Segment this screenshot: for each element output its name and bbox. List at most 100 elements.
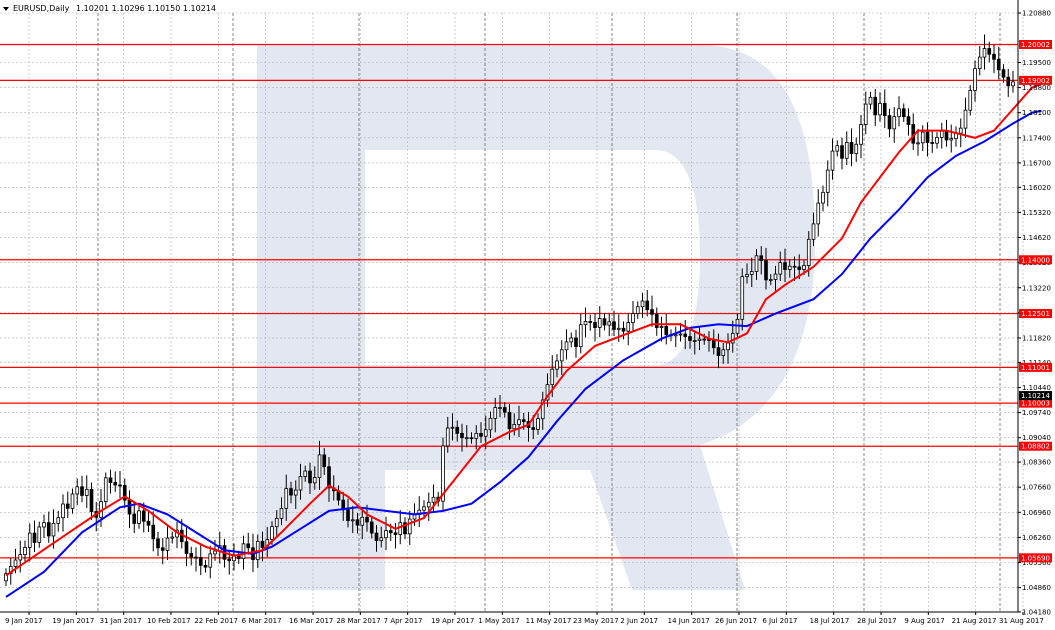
candle[interactable]: [930, 129, 935, 153]
candle[interactable]: [949, 124, 954, 153]
candle[interactable]: [574, 329, 578, 358]
candle[interactable]: [992, 44, 996, 74]
candle[interactable]: [517, 405, 521, 437]
candle[interactable]: [987, 41, 992, 63]
candle[interactable]: [403, 517, 407, 540]
candle[interactable]: [469, 432, 474, 444]
candle[interactable]: [759, 246, 764, 275]
candle[interactable]: [597, 306, 602, 338]
candle[interactable]: [745, 263, 749, 284]
candle[interactable]: [474, 425, 479, 450]
candle[interactable]: [925, 122, 930, 157]
candle[interactable]: [165, 525, 170, 560]
candle[interactable]: [650, 295, 654, 327]
candle[interactable]: [346, 498, 350, 528]
candle[interactable]: [863, 91, 868, 135]
candle[interactable]: [540, 391, 545, 430]
candle[interactable]: [607, 313, 612, 337]
candle[interactable]: [640, 292, 645, 318]
candle[interactable]: [973, 60, 977, 102]
candle[interactable]: [27, 523, 32, 562]
candle[interactable]: [878, 92, 882, 122]
candle[interactable]: [32, 520, 37, 553]
candle[interactable]: [198, 544, 203, 576]
candle[interactable]: [445, 416, 450, 453]
candle[interactable]: [512, 413, 517, 436]
candle[interactable]: [740, 268, 745, 331]
candle[interactable]: [37, 521, 42, 548]
candle[interactable]: [602, 313, 607, 331]
candle[interactable]: [379, 526, 384, 548]
candle[interactable]: [488, 411, 493, 439]
candle[interactable]: [859, 114, 863, 159]
candle[interactable]: [132, 501, 137, 534]
candle[interactable]: [369, 516, 374, 539]
candle[interactable]: [645, 289, 650, 317]
candle[interactable]: [56, 510, 61, 532]
candle[interactable]: [327, 457, 331, 502]
candle[interactable]: [1006, 68, 1011, 97]
candle[interactable]: [773, 265, 778, 291]
candle[interactable]: [137, 505, 141, 529]
candle[interactable]: [75, 478, 80, 506]
candle[interactable]: [545, 373, 550, 407]
candle[interactable]: [42, 514, 46, 539]
candle[interactable]: [108, 469, 113, 494]
candle[interactable]: [279, 497, 284, 526]
candle[interactable]: [103, 472, 108, 507]
candle[interactable]: [754, 249, 759, 280]
candle[interactable]: [426, 492, 431, 521]
candle[interactable]: [716, 333, 721, 369]
candle[interactable]: [317, 440, 322, 491]
candle[interactable]: [70, 488, 75, 514]
candle[interactable]: [450, 413, 455, 441]
candle[interactable]: [968, 85, 973, 116]
candle[interactable]: [673, 326, 678, 347]
candle[interactable]: [122, 478, 127, 509]
candle[interactable]: [559, 340, 564, 375]
candle[interactable]: [635, 301, 640, 319]
candle[interactable]: [308, 462, 312, 494]
candle[interactable]: [721, 342, 726, 364]
candle[interactable]: [151, 511, 156, 552]
candle[interactable]: [783, 248, 787, 283]
candle[interactable]: [683, 320, 688, 350]
candle[interactable]: [882, 89, 887, 129]
candle[interactable]: [203, 559, 208, 573]
candle[interactable]: [146, 510, 151, 533]
candle[interactable]: [816, 189, 821, 237]
dropdown-triangle-icon[interactable]: [3, 7, 9, 11]
candle[interactable]: [692, 330, 697, 355]
candle[interactable]: [873, 89, 878, 126]
candle[interactable]: [184, 527, 189, 567]
candle[interactable]: [659, 316, 664, 342]
candle[interactable]: [811, 212, 816, 247]
candle[interactable]: [289, 481, 293, 504]
candle[interactable]: [80, 475, 84, 503]
candle[interactable]: [464, 425, 469, 448]
candle[interactable]: [612, 310, 616, 337]
candle[interactable]: [303, 465, 308, 482]
candle[interactable]: [1001, 64, 1006, 83]
candle[interactable]: [46, 511, 51, 543]
candle[interactable]: [393, 523, 398, 549]
candle[interactable]: [18, 540, 23, 573]
candle[interactable]: [887, 108, 892, 138]
candle[interactable]: [65, 491, 70, 519]
candle[interactable]: [89, 482, 94, 520]
candle[interactable]: [996, 46, 1001, 80]
candle[interactable]: [982, 34, 987, 70]
candle[interactable]: [583, 307, 588, 338]
candle[interactable]: [1011, 70, 1015, 93]
candle[interactable]: [502, 402, 507, 418]
candle[interactable]: [61, 494, 65, 532]
candle[interactable]: [906, 108, 911, 136]
candle[interactable]: [407, 510, 412, 545]
candle[interactable]: [935, 132, 939, 149]
candle[interactable]: [460, 423, 464, 452]
candle[interactable]: [156, 532, 160, 557]
candle[interactable]: [749, 257, 754, 288]
candle[interactable]: [835, 140, 840, 157]
candle[interactable]: [312, 466, 317, 490]
